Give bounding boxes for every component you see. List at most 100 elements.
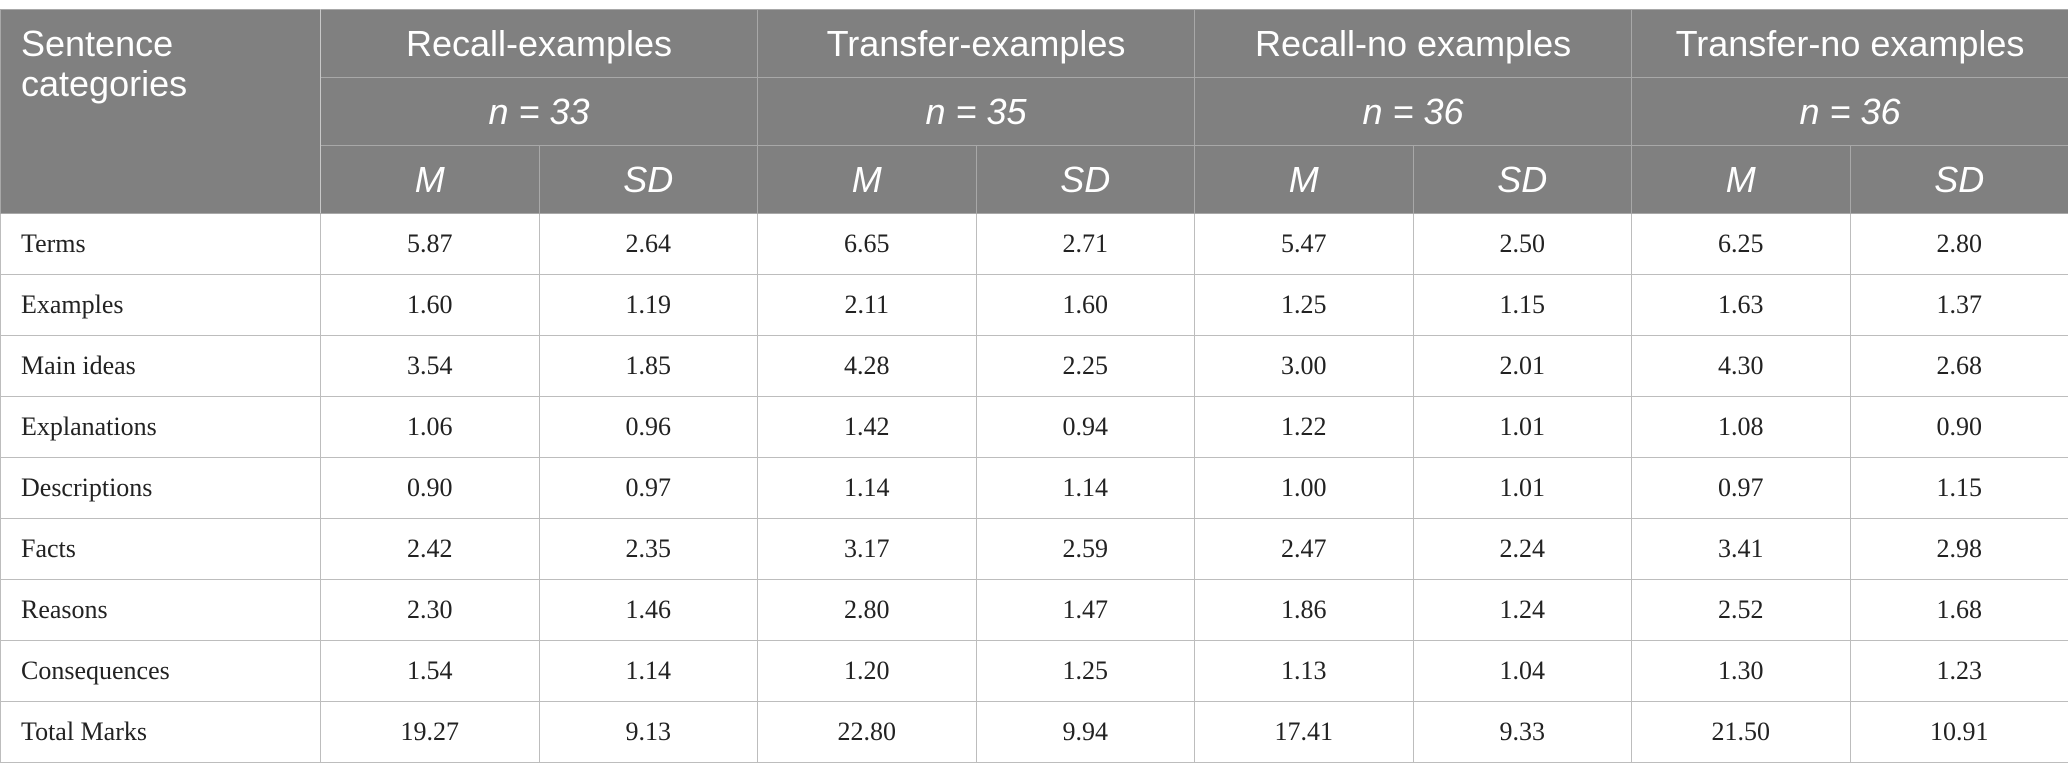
header-row: n = 33 n = 35 n = 36 n = 36 [1,77,2068,146]
table-row: Total Marks 19.27 9.13 22.80 9.94 17.41 9.33 21… [0,701,2068,763]
cell: 1.30 [1631,640,1851,702]
cell: 1.14 [757,457,977,519]
cell: 9.94 [975,701,1196,763]
cell: 9.13 [538,701,759,763]
sample-size: n = 33 [319,77,759,146]
cell: 1.86 [1194,579,1414,641]
table-row: Examples 1.60 1.19 2.11 1.60 1.25 1.15 1.63 1.37 [0,274,2068,336]
table-row: Terms 5.87 2.64 6.65 2.71 5.47 2.50 6.25 2.80 [0,213,2068,275]
cell: 1.23 [1849,640,2068,702]
cell: 1.13 [1194,640,1414,702]
table-head: Sentence categories Recall-examples Trans… [0,9,2068,214]
cell: 0.90 [1849,396,2068,458]
stat-header: M [1631,145,1851,214]
cell: 1.15 [1849,457,2068,519]
cell: 1.85 [538,335,759,397]
cell: 1.25 [1194,274,1414,336]
stat-header: SD [1849,145,2068,214]
cell: 2.01 [1412,335,1633,397]
cell: 2.25 [975,335,1196,397]
cell: 1.00 [1194,457,1414,519]
stat-header: SD [1412,145,1633,214]
cell: 10.91 [1849,701,2068,763]
cell: 2.64 [538,213,759,275]
cell: 1.22 [1194,396,1414,458]
stat-header: M [320,145,540,214]
cell: 1.37 [1849,274,2068,336]
cell: 0.97 [1631,457,1851,519]
cell: 1.19 [538,274,759,336]
cell: 2.11 [757,274,977,336]
group-header: Recall-examples [319,9,759,78]
cell: 1.42 [757,396,977,458]
cell: 0.90 [320,457,540,519]
group-header: Recall-no examples [1194,9,1633,78]
header-row: M SD M SD M SD M SD [1,145,2068,214]
table-row: Consequences 1.54 1.14 1.20 1.25 1.13 1.04 1.30… [0,640,2068,702]
cell: 0.97 [538,457,759,519]
cell: 3.41 [1631,518,1851,580]
cell: 1.01 [1412,457,1633,519]
cell: 21.50 [1631,701,1851,763]
cell: 2.24 [1412,518,1633,580]
cell: 3.54 [320,335,540,397]
cell: 1.60 [320,274,540,336]
cell: 19.27 [320,701,540,763]
cell: 6.25 [1631,213,1851,275]
cell: 1.54 [320,640,540,702]
cell: 1.20 [757,640,977,702]
cell: 3.00 [1194,335,1414,397]
row-label: Main ideas [0,335,321,397]
row-label: Reasons [0,579,321,641]
row-label: Examples [0,274,321,336]
table-row: Main ideas 3.54 1.85 4.28 2.25 3.00 2.01 4.30 2.… [0,335,2068,397]
cell: 4.30 [1631,335,1851,397]
corner-header: Sentence categories [0,9,321,214]
cell: 1.24 [1412,579,1633,641]
cell: 1.01 [1412,396,1633,458]
cell: 1.04 [1412,640,1633,702]
cell: 0.96 [538,396,759,458]
cell: 2.80 [757,579,977,641]
row-label: Facts [0,518,321,580]
table-row: Descriptions 0.90 0.97 1.14 1.14 1.00 1.01 0.97… [0,457,2068,519]
cell: 0.94 [975,396,1196,458]
cell: 17.41 [1194,701,1414,763]
cell: 2.80 [1849,213,2068,275]
stat-header: M [1194,145,1414,214]
table-row: Reasons 2.30 1.46 2.80 1.47 1.86 1.24 2.52 1.68 [0,579,2068,641]
cell: 1.06 [320,396,540,458]
cell: 9.33 [1412,701,1633,763]
cell: 1.60 [975,274,1196,336]
cell: 1.46 [538,579,759,641]
cell: 2.35 [538,518,759,580]
cell: 2.98 [1849,518,2068,580]
cell: 2.30 [320,579,540,641]
cell: 1.14 [538,640,759,702]
cell: 2.52 [1631,579,1851,641]
table-row: Explanations 1.06 0.96 1.42 0.94 1.22 1.01 1.08… [0,396,2068,458]
stat-header: M [757,145,977,214]
cell: 5.87 [320,213,540,275]
cell: 2.50 [1412,213,1633,275]
stat-header: SD [538,145,759,214]
sample-size: n = 36 [1194,77,1633,146]
table-row: Facts 2.42 2.35 3.17 2.59 2.47 2.24 3.41 2.98 [0,518,2068,580]
sample-size: n = 36 [1631,77,2068,146]
table-body: Terms 5.87 2.64 6.65 2.71 5.47 2.50 6.25 2.80 Exa… [0,213,2068,763]
row-label: Terms [0,213,321,275]
cell: 2.68 [1849,335,2068,397]
cell: 2.47 [1194,518,1414,580]
cell: 1.15 [1412,274,1633,336]
group-header: Transfer-no examples [1631,9,2068,78]
cell: 6.65 [757,213,977,275]
group-header: Transfer-examples [757,9,1196,78]
row-label: Descriptions [0,457,321,519]
cell: 5.47 [1194,213,1414,275]
cell: 1.08 [1631,396,1851,458]
cell: 22.80 [757,701,977,763]
cell: 2.59 [975,518,1196,580]
data-table: Sentence categories Recall-examples Trans… [0,9,2068,763]
cell: 1.63 [1631,274,1851,336]
